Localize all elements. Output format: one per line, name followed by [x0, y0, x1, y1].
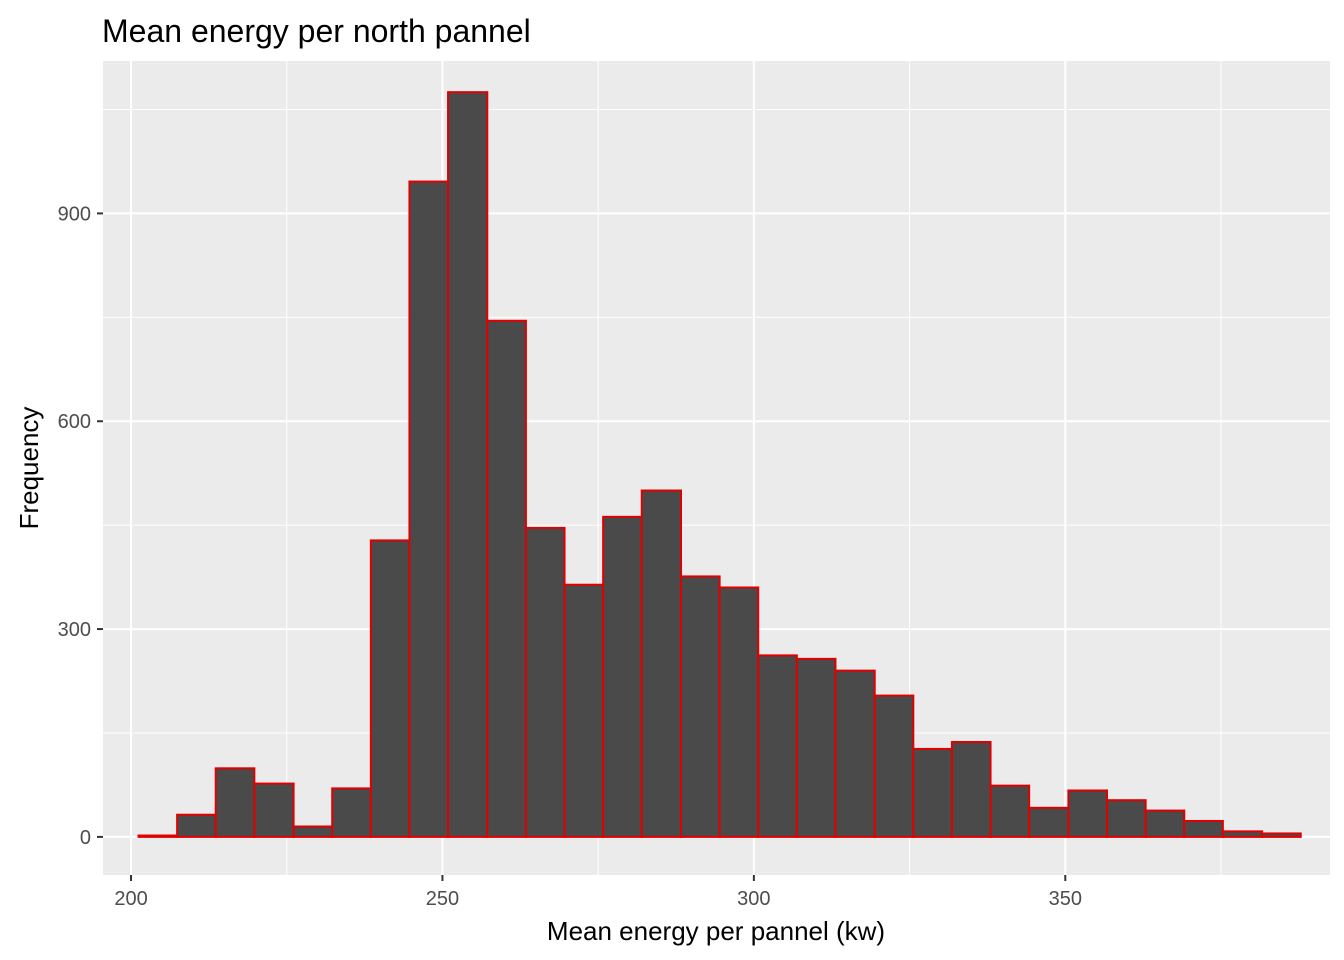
histogram-bar-18 — [834, 669, 876, 838]
histogram-bar-2 — [214, 767, 256, 838]
histogram-bar-8 — [447, 91, 489, 838]
y-tick-label: 300 — [58, 619, 91, 641]
minor-gridlines — [103, 61, 1330, 875]
histogram-bar-26 — [1144, 809, 1186, 838]
histogram-bar-23 — [1028, 806, 1070, 838]
y-tick-label: 900 — [58, 203, 91, 225]
histogram-bar-13 — [640, 489, 682, 838]
chart-title: Mean energy per north pannel — [102, 13, 531, 49]
histogram-bar-24 — [1067, 789, 1109, 838]
y-tick-label: 600 — [58, 411, 91, 433]
histogram-bar-4 — [292, 825, 334, 838]
y-axis-title: Frequency — [14, 407, 44, 530]
histogram-bar-5 — [331, 787, 372, 838]
histogram-bar-7 — [408, 180, 450, 838]
y-tick-label: 0 — [80, 827, 91, 849]
histogram-bar-3 — [253, 782, 295, 838]
x-tick-label: 200 — [114, 888, 147, 910]
histogram-bar-9 — [486, 319, 527, 838]
histogram-bars — [137, 91, 1302, 838]
histogram-bar-29 — [1261, 832, 1302, 838]
histogram-bar-17 — [795, 657, 837, 838]
x-tick-label: 300 — [737, 888, 770, 910]
x-tick-label: 250 — [426, 888, 459, 910]
histogram-bar-10 — [524, 526, 566, 838]
histogram-bar-28 — [1221, 830, 1264, 838]
histogram-bar-14 — [679, 575, 721, 838]
histogram-bar-19 — [873, 694, 915, 838]
histogram-bar-20 — [912, 747, 953, 838]
histogram-bar-6 — [369, 539, 411, 838]
x-tick-label: 350 — [1049, 888, 1082, 910]
histogram-bar-22 — [989, 784, 1031, 838]
histogram-bar-15 — [718, 586, 760, 838]
histogram-bar-1 — [176, 813, 217, 838]
x-axis: 200 250 300 350 — [114, 875, 1082, 910]
histogram-bar-11 — [563, 583, 605, 838]
histogram-bar-12 — [602, 515, 643, 838]
histogram-bar-16 — [757, 654, 798, 838]
histogram-bar-25 — [1106, 799, 1147, 838]
histogram-bar-0 — [137, 834, 179, 838]
x-axis-title: Mean energy per pannel (kw) — [547, 916, 885, 946]
y-axis: 0 300 600 900 — [58, 203, 103, 849]
histogram-bar-21 — [950, 740, 992, 838]
histogram-bar-27 — [1183, 819, 1224, 838]
